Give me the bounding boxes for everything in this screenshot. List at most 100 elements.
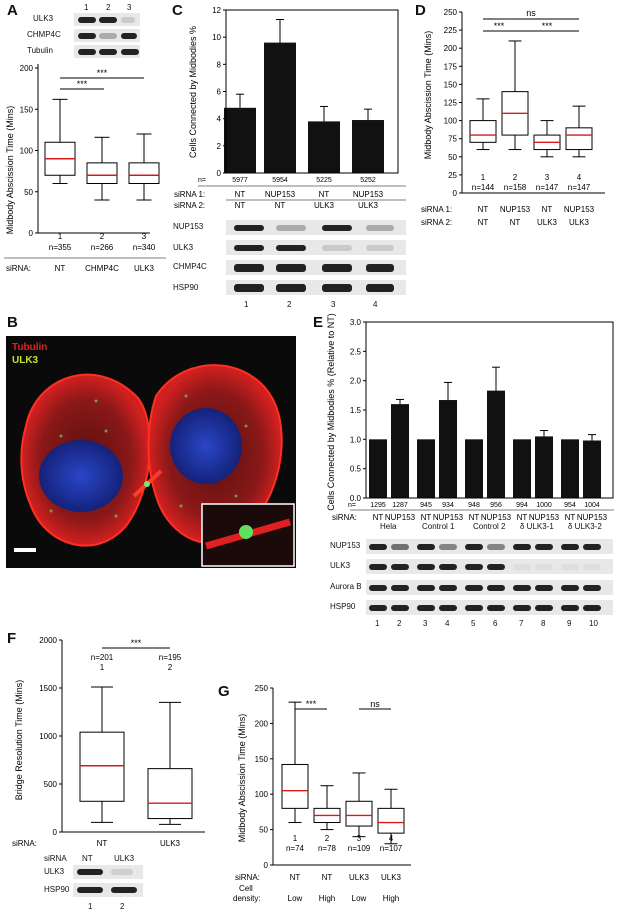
box-index: 2 [325,834,330,843]
blot-band [121,49,139,55]
n-count: 5225 [316,177,332,184]
blot-band [465,564,483,570]
y-axis-label: Midbody Abscission Time (Mins) [237,714,247,843]
blot-band [234,264,264,272]
y-tick-label: 100 [444,117,458,126]
box [565,127,593,151]
panel-e-chart: Cells Connected by Midbodies % (Relative… [326,313,614,522]
sirna2-label: ULK3 [314,201,335,210]
y-tick-label: 200 [255,719,269,728]
n-count: 1000 [536,502,552,509]
blot-label-chmp4c: CHMP4C [27,30,61,39]
n-count: n=355 [49,243,72,252]
box [469,120,497,143]
blot-band [111,887,137,893]
blot-label: HSP90 [44,885,70,894]
group-label: CHMP4C [85,264,119,273]
y-tick-label: 0 [29,229,34,238]
y-tick-label: 0 [53,828,58,837]
y-tick-label: 12 [212,6,221,15]
ulk3-puncta [49,394,248,518]
n-count: 1004 [584,502,600,509]
n-count: 1287 [392,502,408,509]
sirna2-label: ULK3 [358,201,379,210]
box [345,800,373,827]
blot-band [369,564,387,570]
nucleus-left [39,440,123,512]
sirna2-label: NT [478,218,489,227]
panel-b-micrograph: Tubulin ULK3 [6,336,296,568]
lane-number: 9 [567,619,572,628]
nucleus-right [170,408,242,484]
lane-number: 6 [493,619,498,628]
blot-strip [366,559,613,574]
sirna-label: NT [469,513,480,522]
y-tick-label: 200 [444,44,458,53]
blot-band [561,605,579,611]
y-tick-label: 0 [264,861,269,870]
panel-f-blot: siRNA NT ULK3 ULK3 HSP90 1 2 [0,852,215,918]
blot-label: ULK3 [330,561,351,570]
sig-marker: *** [542,21,553,31]
sirna-label: NUP153 [481,513,512,522]
blot-group: NT [82,854,93,863]
blot-band [465,605,483,611]
n-count: n=147 [568,183,591,192]
blot-strip [74,45,140,58]
blot-band [121,33,137,39]
bar [513,439,531,498]
plot-frame [365,321,614,499]
blot-band [78,17,96,23]
sirna1-label: NUP153 [353,190,384,199]
panel-label-f: F [7,630,17,647]
sig-marker: ns [370,699,380,709]
blot-band [366,225,394,231]
blot-band [561,564,579,570]
blot-band [513,605,531,611]
blot-header: siRNA [44,854,67,863]
scale-bar [14,548,36,552]
blot-strip [226,260,406,275]
bar [487,390,505,498]
blot-band [513,585,531,591]
y-tick-label: 2 [217,142,222,151]
y-tick-label: 50 [448,153,457,162]
blot-band [276,245,306,251]
y-tick-label: 50 [24,188,33,197]
y-tick-label: 225 [444,26,458,35]
y-tick-label: 1.0 [350,435,362,444]
n-count: n=158 [504,183,527,192]
sirna-label: NT [290,873,301,882]
y-tick-label: 175 [444,62,458,71]
blot-band [276,225,306,231]
blot-band [366,284,394,292]
box-index: 2 [100,232,105,241]
bar [465,439,483,498]
density-label: Low [352,894,367,903]
y-tick-label: 250 [255,684,269,693]
blot-band [561,544,579,550]
bar [224,107,256,173]
y-tick-label: 150 [255,755,269,764]
blot-label: ULK3 [44,867,65,876]
blot-band [583,564,601,570]
row-label: Cell [239,884,253,893]
blot-band [77,887,103,893]
blot-band [391,564,409,570]
blot-band [583,585,601,591]
y-tick-label: 500 [44,780,58,789]
blot-strip [73,883,143,897]
blot-band [99,49,117,55]
blot-strip [366,580,613,595]
n-count: 954 [564,502,576,509]
y-tick-label: 250 [444,8,458,17]
y-tick-label: 0.5 [350,465,362,474]
blot-band [322,225,352,231]
box-index: 3 [142,232,147,241]
y-tick-label: 150 [444,80,458,89]
blot-band [487,585,505,591]
cell-line-label: δ ULK3-1 [520,522,554,531]
n-count: 956 [490,502,502,509]
y-tick-label: 75 [448,135,457,144]
sig-marker: *** [131,638,142,648]
